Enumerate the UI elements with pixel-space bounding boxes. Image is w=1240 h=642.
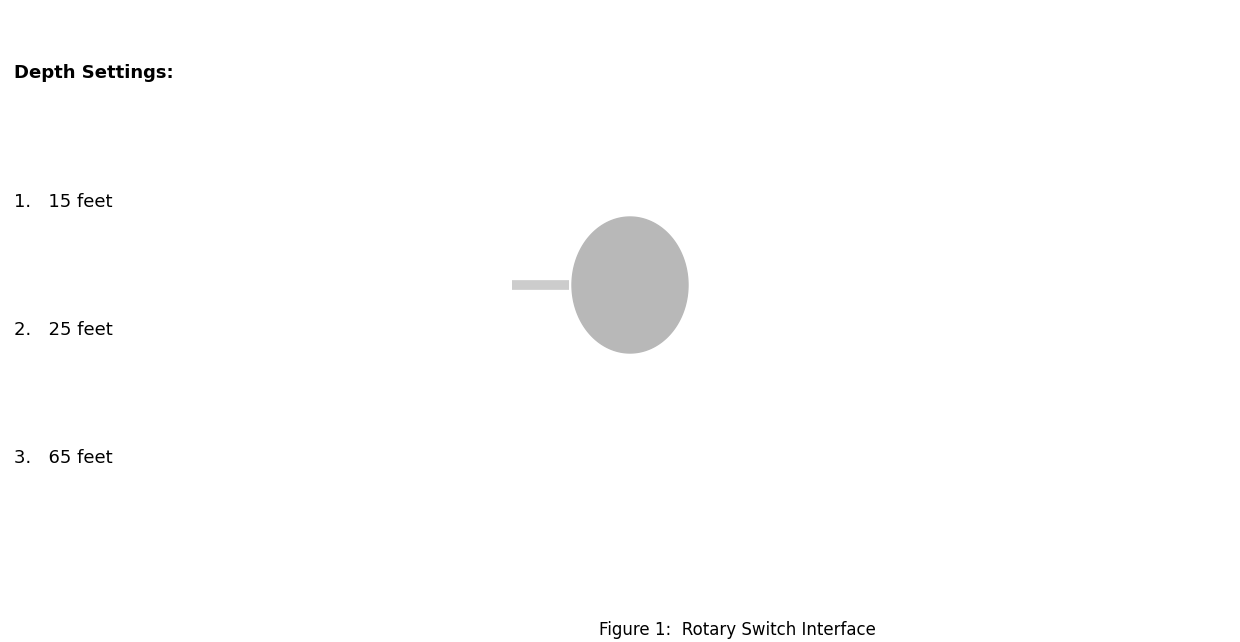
Bar [570,472,689,500]
Text: Figure 1:  Rotary Switch Interface: Figure 1: Rotary Switch Interface [599,621,877,639]
Text: Maximum Depth Selector: Maximum Depth Selector [537,18,931,46]
Text: 3.   65 feet: 3. 65 feet [14,449,113,467]
Text: 2.   25 feet: 2. 25 feet [14,321,113,339]
Text: 1.   15 feet: 1. 15 feet [14,193,113,211]
Polygon shape [572,217,688,353]
Text: Depth Settings:: Depth Settings: [14,64,174,82]
Text: 25: 25 [601,5,658,47]
Text: 65: 65 [1116,404,1174,446]
Text: 15: 15 [294,404,352,446]
